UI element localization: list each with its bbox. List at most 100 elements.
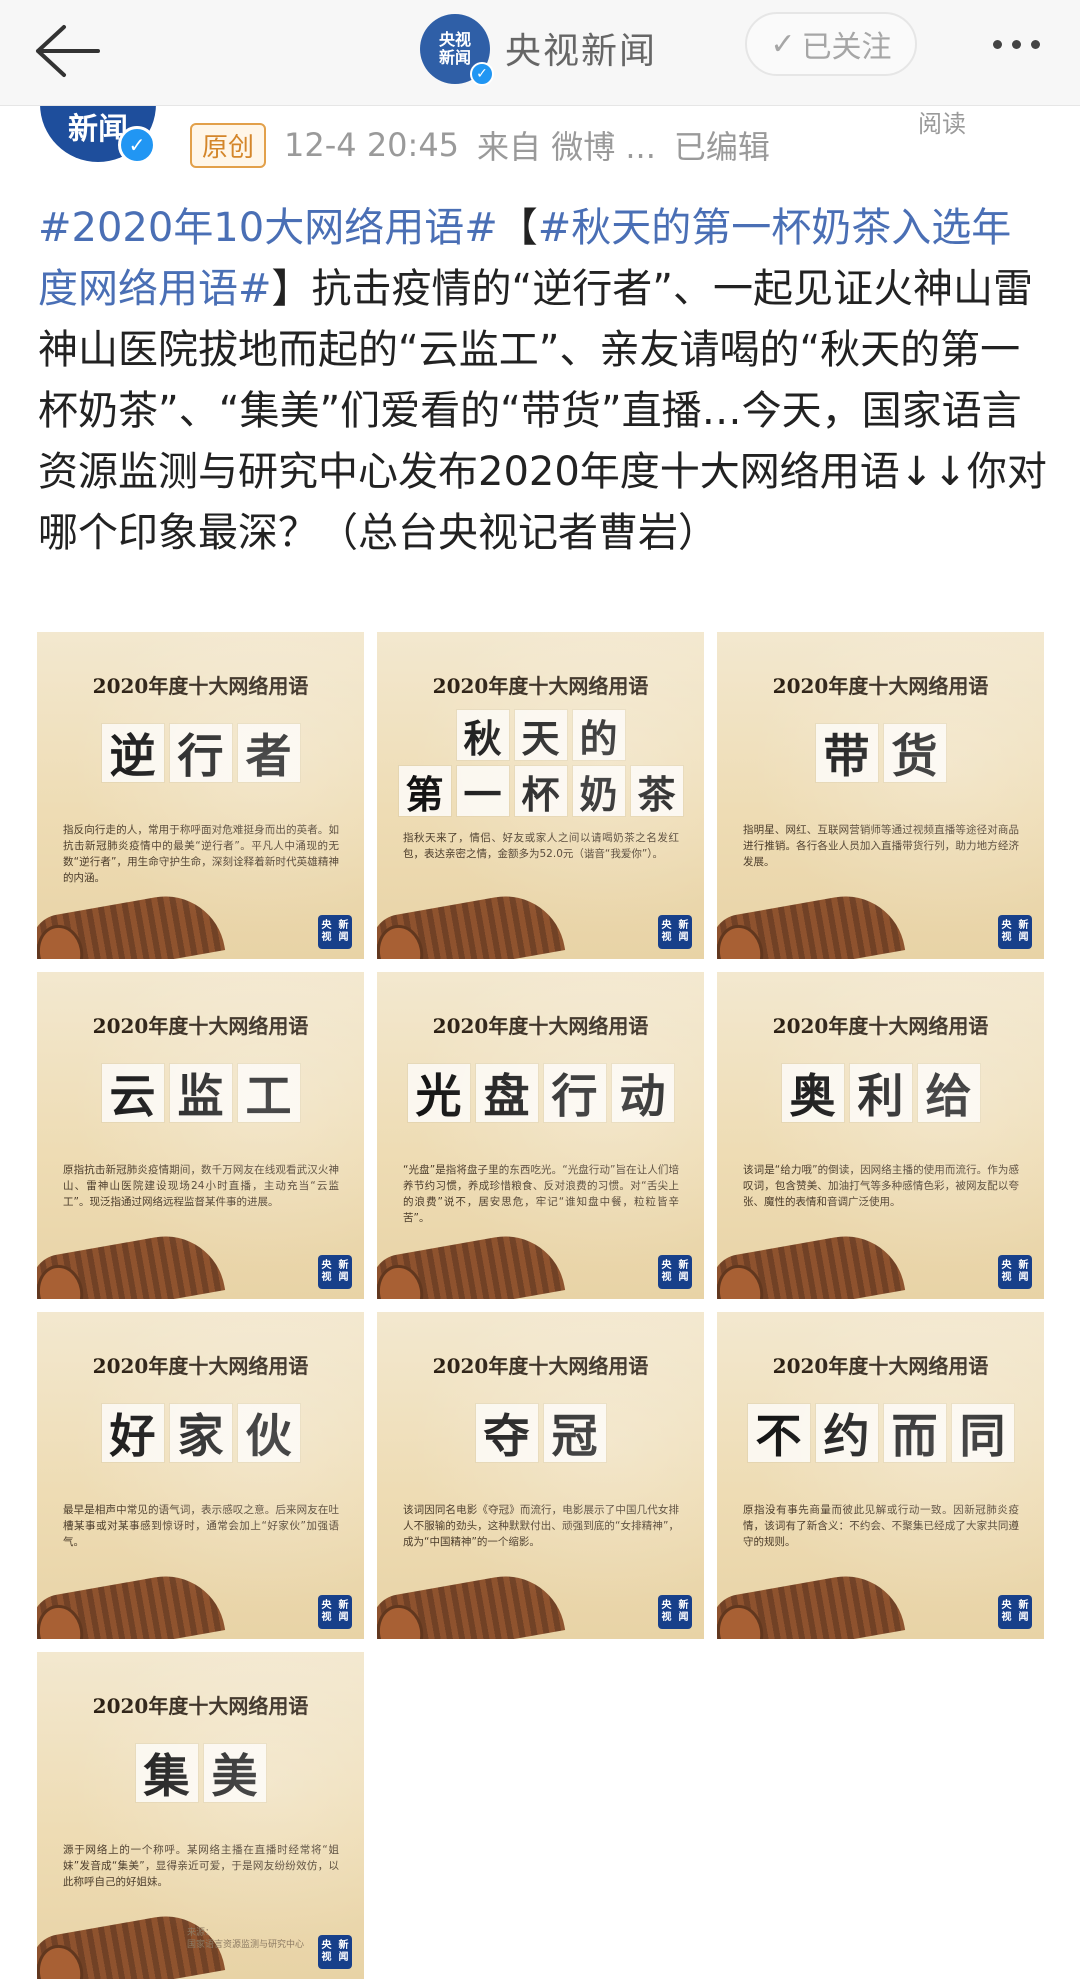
logo-text-line2: 新闻 (1018, 920, 1029, 943)
bracket-close: 】 (271, 266, 312, 312)
term-character: 杯 (514, 766, 567, 817)
image-thumbnail[interactable]: 2020年度十大网络用语不约而同原指没有事先商量而彼此见解或行动一致。因新冠肺炎… (717, 1312, 1044, 1639)
account-name[interactable]: 央视新闻 (505, 31, 658, 72)
more-dots-icon (992, 39, 1002, 49)
term-character: 冠 (543, 1404, 606, 1463)
avatar-text-line1: 央视 (438, 30, 471, 49)
cctv-news-logo: 央视 新闻 (318, 1595, 352, 1629)
hashtag-link[interactable]: #2020年10大网络用语# (38, 205, 498, 251)
term-description: 原指抗击新冠肺炎疫情期间，数千万网友在线观看武汉火神山、雷神山医院建设现场24小… (63, 1164, 339, 1208)
term-character: 不 (747, 1404, 810, 1463)
term-description: 源于网络上的一个称呼。某网络主播在直播时经常将“姐妹”发音成“集美”，显得亲近可… (63, 1844, 339, 1888)
logo-text-line2: 新闻 (1018, 1600, 1029, 1623)
term-character: 伙 (237, 1404, 300, 1463)
logo-text-line1: 央视 (661, 1260, 672, 1283)
logo-text-line2: 新闻 (338, 1260, 349, 1283)
image-thumbnail[interactable]: 2020年度十大网络用语集美源于网络上的一个称呼。某网络主播在直播时经常将“姐妹… (37, 1652, 364, 1979)
avatar-text-line2: 新闻 (438, 48, 471, 67)
scroll-decoration-icon (717, 886, 906, 959)
more-button[interactable] (976, 22, 1056, 66)
image-thumbnail[interactable]: 2020年度十大网络用语光盘行动 “光盘”是指将盘子里的东西吃光。“光盘行动”旨在… (377, 972, 704, 1299)
follow-button[interactable]: ✓ 已关注 (745, 12, 917, 76)
logo-text-line2: 新闻 (338, 920, 349, 943)
scroll-decoration-icon (377, 1566, 566, 1639)
term-description: 该词是“给力哦”的倒读，因网络主播的使用而流行。作为感叹词，包含赞美、加油打气等… (743, 1164, 1019, 1208)
image-thumbnail[interactable]: 2020年度十大网络用语云监工原指抗击新冠肺炎疫情期间，数千万网友在线观看武汉火… (37, 972, 364, 1299)
back-button[interactable] (24, 16, 108, 86)
term-character: 盘 (475, 1064, 538, 1123)
logo-text-line1: 央视 (321, 1260, 332, 1283)
top-nav-bar: 央视 新闻 ✓ 央视新闻 ✓ 已关注 (0, 0, 1080, 106)
card-title: 2020年度十大网络用语 (92, 674, 309, 698)
term-characters: 云监工 (37, 1064, 364, 1123)
scroll-decoration-icon (717, 1566, 906, 1639)
verified-icon: ✓ (470, 62, 494, 86)
term-description: 该词因同名电影《夺冠》而流行，电影展示了中国几代女排人不服输的劲头，这种默默付出… (403, 1504, 679, 1548)
post-timestamp: 12-4 20:45 (284, 126, 460, 164)
image-thumbnail[interactable]: 2020年度十大网络用语逆行者指反向行走的人，常用于称呼面对危难挺身而出的英者。… (37, 632, 364, 959)
cctv-news-logo: 央视 新闻 (318, 1255, 352, 1289)
logo-text-line2: 新闻 (338, 1940, 349, 1963)
term-characters: 逆行者 (37, 724, 364, 783)
check-icon: ✓ (770, 26, 796, 62)
image-thumbnail[interactable]: 2020年度十大网络用语奥利给该词是“给力哦”的倒读，因网络主播的使用而流行。作… (717, 972, 1044, 1299)
post-edited[interactable]: 已编辑 (673, 128, 770, 166)
scroll-decoration-icon (37, 886, 226, 959)
term-characters: 夺冠 (377, 1404, 704, 1463)
term-description: 最早是相声中常见的语气词，表示感叹之意。后来网友在吐槽某事或对某事感到惊讶时，通… (63, 1504, 339, 1548)
card-title: 2020年度十大网络用语 (92, 1694, 309, 1718)
post-source[interactable]: 来自 微博 ... (477, 128, 656, 166)
source-value: 国家语言资源监测与研究中心 (187, 1940, 305, 1950)
cctv-news-logo: 央视 新闻 (998, 1595, 1032, 1629)
term-character: 美 (203, 1744, 266, 1803)
term-character: 的 (572, 710, 625, 761)
term-character: 行 (169, 724, 232, 783)
scroll-decoration-icon (37, 1566, 226, 1639)
term-characters: 秋天的 (377, 710, 704, 761)
image-thumbnail[interactable]: 2020年度十大网络用语好家伙最早是相声中常见的语气词，表示感叹之意。后来网友在… (37, 1312, 364, 1639)
logo-text-line1: 央视 (321, 1940, 332, 1963)
term-characters: 好家伙 (37, 1404, 364, 1463)
term-character: 集 (135, 1744, 198, 1803)
card-title: 2020年度十大网络用语 (772, 1354, 989, 1378)
term-description: 指明星、网红、互联网营销师等通过视频直播等途径对商品进行推销。各行各业人员加入直… (743, 824, 1019, 868)
scroll-decoration-icon (717, 1226, 906, 1299)
term-character: 夺 (475, 1404, 538, 1463)
term-description: “光盘”是指将盘子里的东西吃光。“光盘行动”旨在让人们培养节约习惯，养成珍惜粮食… (403, 1164, 679, 1224)
logo-text-line1: 央视 (321, 920, 332, 943)
verified-icon: ✓ (118, 126, 156, 164)
term-description: 原指没有事先商量而彼此见解或行动一致。因新冠肺炎疫情，该词有了新含义：不约会、不… (743, 1504, 1019, 1548)
logo-text-line1: 央视 (661, 1600, 672, 1623)
bracket-open: 【 (497, 205, 538, 251)
term-characters: 光盘行动 (377, 1064, 704, 1123)
cctv-news-logo: 央视 新闻 (658, 915, 692, 949)
term-character: 监 (169, 1064, 232, 1123)
term-characters: 第一杯奶茶 (377, 766, 704, 817)
term-character: 第 (398, 766, 451, 817)
account-avatar[interactable]: 央视 新闻 ✓ (420, 14, 494, 86)
logo-text-line2: 新闻 (1018, 1260, 1029, 1283)
hashtag-link[interactable]: #秋天的第一杯奶茶入选年度网络用语# (38, 205, 1012, 312)
card-title: 2020年度十大网络用语 (772, 1014, 989, 1038)
image-thumbnail[interactable]: 2020年度十大网络用语夺冠该词因同名电影《夺冠》而流行，电影展示了中国几代女排… (377, 1312, 704, 1639)
term-character: 家 (169, 1404, 232, 1463)
term-character: 云 (101, 1064, 164, 1123)
source-label: 来源： (187, 1928, 215, 1938)
logo-text-line2: 新闻 (678, 920, 689, 943)
cctv-news-logo: 央视 新闻 (998, 1255, 1032, 1289)
term-character: 逆 (101, 724, 164, 783)
image-thumbnail[interactable]: 2020年度十大网络用语带货指明星、网红、互联网营销师等通过视频直播等途径对商品… (717, 632, 1044, 959)
term-character: 茶 (630, 766, 683, 817)
term-character: 货 (883, 724, 946, 783)
term-description: 指秋天来了，情侣、好友或家人之间以请喝奶茶之名发红包，表达亲密之情，金额多为52… (403, 832, 679, 860)
term-character: 行 (543, 1064, 606, 1123)
arrow-left-icon (36, 25, 100, 77)
image-thumbnail[interactable]: 2020年度十大网络用语秋天的第一杯奶茶指秋天来了，情侣、好友或家人之间以请喝奶… (377, 632, 704, 959)
logo-text-line1: 央视 (1001, 920, 1012, 943)
original-badge: 原创 (190, 122, 267, 168)
term-character: 一 (456, 766, 509, 817)
term-character: 奶 (572, 766, 625, 817)
term-character: 奥 (781, 1064, 844, 1123)
term-description: 指反向行走的人，常用于称呼面对危难挺身而出的英者。如抗击新冠肺炎疫情中的最美“逆… (63, 824, 339, 884)
scroll-decoration-icon (377, 1226, 566, 1299)
